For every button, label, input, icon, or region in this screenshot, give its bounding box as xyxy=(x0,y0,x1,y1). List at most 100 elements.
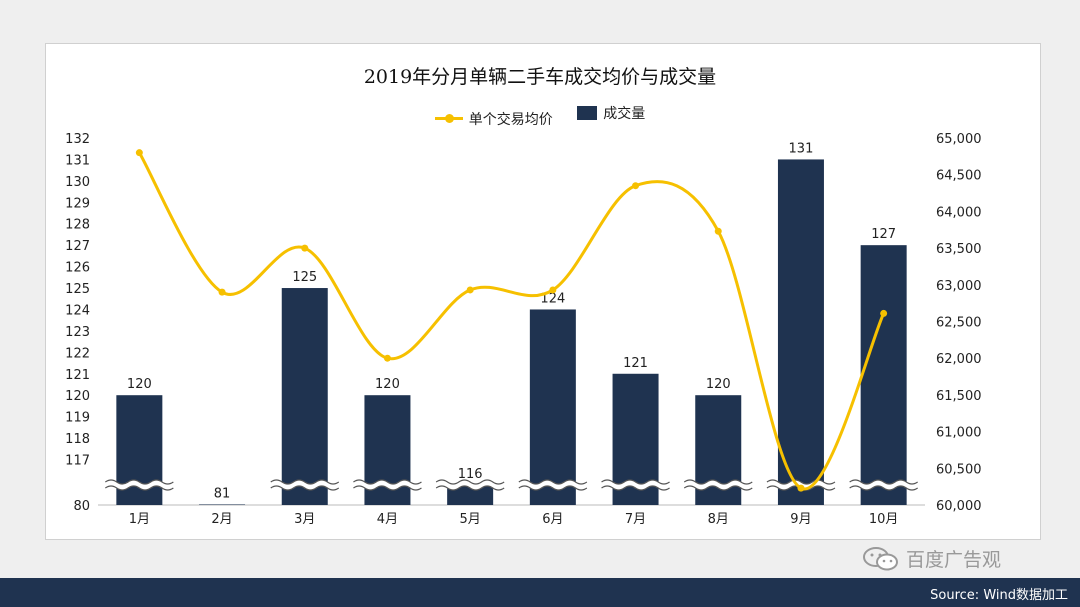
price-point xyxy=(383,354,391,362)
axis-break-mark xyxy=(105,485,174,491)
right-tick-label: 64,500 xyxy=(936,169,982,184)
axis-break-mark xyxy=(849,485,918,491)
x-tick-label: 10月 xyxy=(869,512,899,527)
x-tick-label: 5月 xyxy=(460,512,481,527)
left-tick-label: 80 xyxy=(73,499,90,514)
right-tick-label: 60,000 xyxy=(936,499,982,514)
bar-data-label: 125 xyxy=(292,270,317,285)
axis-break-gap xyxy=(351,480,424,490)
right-tick-label: 63,500 xyxy=(936,242,982,257)
bar xyxy=(529,309,576,505)
bar xyxy=(199,504,246,505)
right-tick-label: 64,000 xyxy=(936,205,982,220)
axis-break-mark xyxy=(270,485,340,491)
price-point xyxy=(632,182,640,190)
bar xyxy=(281,288,328,505)
axis-break-mark xyxy=(849,479,918,485)
axis-break-mark xyxy=(270,479,340,485)
left-tick-label: 125 xyxy=(65,282,90,297)
left-tick-label: 119 xyxy=(65,411,90,426)
bar-data-label: 120 xyxy=(706,377,731,392)
right-tick-label: 62,000 xyxy=(936,352,982,367)
right-tick-label: 62,500 xyxy=(936,316,982,331)
left-tick-label: 122 xyxy=(65,346,90,361)
source-text: Source: Wind数据加工 xyxy=(930,588,1068,603)
bar-data-label: 124 xyxy=(540,291,565,306)
axis-break-gap xyxy=(517,480,589,490)
left-tick-label: 117 xyxy=(65,454,90,469)
left-tick-label: 123 xyxy=(65,325,90,340)
axis-break-mark xyxy=(518,479,588,485)
legend-item-volume: 成交量 xyxy=(577,103,645,123)
bar-data-label: 81 xyxy=(214,486,231,501)
legend-label-price: 单个交易均价 xyxy=(468,111,553,128)
bar xyxy=(447,485,494,505)
legend: 单个交易均价 成交量 xyxy=(0,103,1080,129)
axis-break-mark xyxy=(518,485,588,491)
axis-break-mark xyxy=(601,479,670,485)
bar xyxy=(777,159,824,505)
axis-break-gap xyxy=(103,480,176,490)
left-tick-label: 124 xyxy=(65,303,90,318)
left-tick-label: 120 xyxy=(65,389,90,404)
axis-break-mark xyxy=(601,485,670,491)
left-tick-label: 130 xyxy=(65,175,90,190)
axis-break-gap xyxy=(434,480,506,490)
axis-break-gap xyxy=(682,480,754,490)
legend-item-price: 单个交易均价 xyxy=(434,109,553,129)
x-tick-label: 3月 xyxy=(294,512,315,527)
x-tick-label: 7月 xyxy=(625,512,646,527)
bar-data-label: 121 xyxy=(623,356,648,371)
bar-data-label: 116 xyxy=(458,467,483,482)
x-tick-label: 8月 xyxy=(708,512,729,527)
axis-break-gap xyxy=(599,480,672,490)
bar-data-label: 127 xyxy=(871,227,896,242)
axis-break-mark xyxy=(435,485,505,491)
left-tick-label: 126 xyxy=(65,261,90,276)
left-tick-label: 128 xyxy=(65,218,90,233)
price-point xyxy=(714,227,722,235)
x-tick-label: 2月 xyxy=(211,512,232,527)
x-tick-label: 6月 xyxy=(542,512,563,527)
price-point xyxy=(218,288,226,296)
bar-data-label: 131 xyxy=(789,141,814,156)
price-line xyxy=(138,151,886,491)
price-point xyxy=(466,286,474,294)
axis-break-gap xyxy=(269,480,341,490)
x-tick-label: 9月 xyxy=(790,512,811,527)
axis-break-mark xyxy=(105,479,174,485)
wechat-icon xyxy=(863,546,898,570)
axis-break-mark xyxy=(353,479,422,485)
legend-label-volume: 成交量 xyxy=(603,106,646,122)
axis-break-mark xyxy=(766,479,836,485)
left-tick-label: 127 xyxy=(65,239,90,254)
x-tick-label: 4月 xyxy=(377,512,398,527)
axis-break-mark xyxy=(435,479,505,485)
left-tick-label: 131 xyxy=(65,153,90,168)
price-point xyxy=(135,149,143,157)
bar-data-label: 120 xyxy=(375,377,400,392)
axis-break-mark xyxy=(683,485,753,491)
axis-break-gap xyxy=(847,480,920,490)
axis-break-mark xyxy=(683,479,753,485)
right-tick-label: 65,000 xyxy=(936,132,982,147)
right-tick-label: 61,500 xyxy=(936,389,982,404)
price-point xyxy=(797,484,805,492)
price-point xyxy=(549,286,557,294)
legend-bar-swatch xyxy=(577,106,598,120)
right-tick-label: 63,000 xyxy=(936,279,982,294)
left-tick-label: 121 xyxy=(65,368,90,383)
legend-line-swatch xyxy=(434,114,463,123)
price-point xyxy=(880,309,888,317)
watermark-text: 百度广告观 xyxy=(906,549,1002,571)
bar-data-label: 120 xyxy=(127,377,152,392)
left-tick-label: 118 xyxy=(65,432,90,447)
bar xyxy=(860,245,907,505)
axis-break-mark xyxy=(353,485,422,491)
left-tick-label: 132 xyxy=(65,132,90,147)
right-tick-label: 60,500 xyxy=(936,462,982,477)
watermark: 百度广告观 xyxy=(862,545,1001,572)
footer-bar: Source: Wind数据加工 xyxy=(0,578,1080,607)
chart-title: 2019年分月单辆二手车成交均价与成交量 xyxy=(363,66,717,88)
